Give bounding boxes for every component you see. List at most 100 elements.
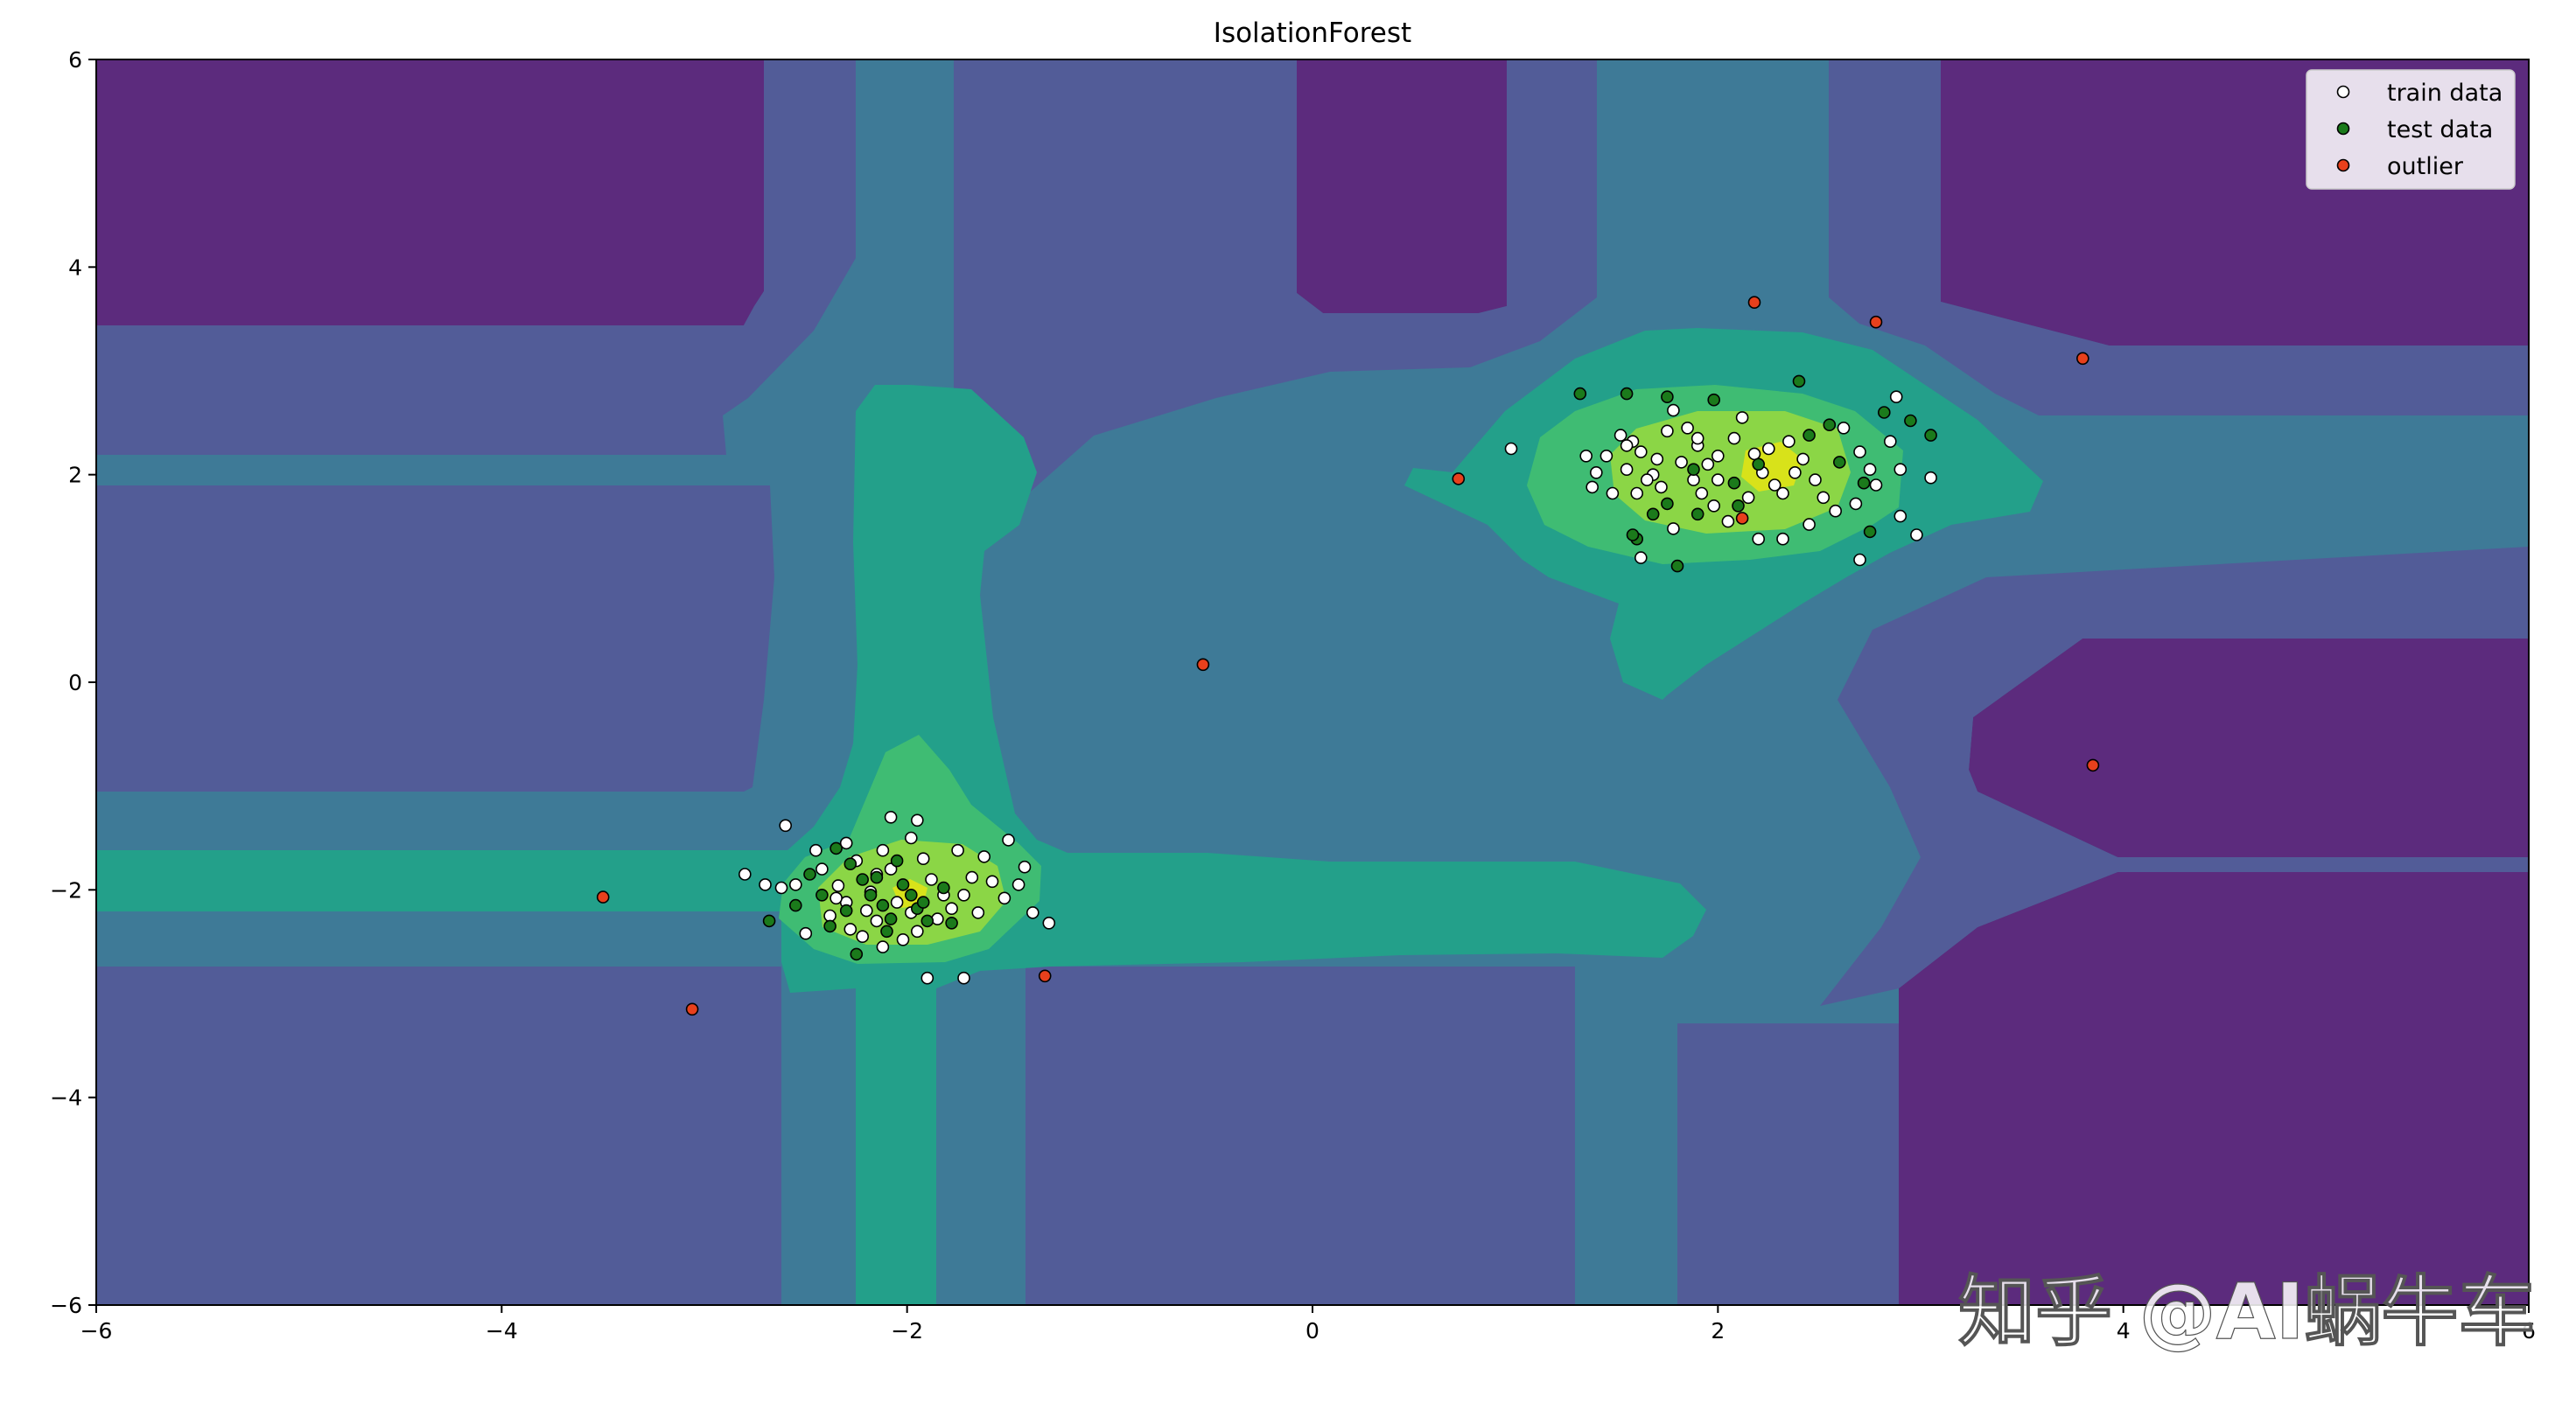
point-test-data-22 [880, 925, 893, 939]
point-train-data-17 [945, 902, 958, 915]
point-train-data-12 [911, 813, 924, 827]
point-train-data-70 [1721, 514, 1735, 528]
point-train-data-44 [870, 914, 884, 928]
point-test-data-23 [1573, 387, 1587, 401]
point-train-data-93 [1910, 528, 1923, 541]
point-train-data-90 [1884, 435, 1897, 449]
point-train-data-56 [1634, 445, 1648, 458]
point-train-data-32 [998, 891, 1012, 905]
point-outlier-7 [2076, 352, 2090, 366]
point-train-data-66 [1675, 456, 1688, 469]
point-train-data-94 [1924, 471, 1937, 485]
point-test-data-17 [850, 947, 864, 961]
point-train-data-79 [1796, 452, 1810, 466]
point-train-data-84 [1782, 435, 1796, 449]
point-test-data-27 [1792, 374, 1806, 388]
point-test-data-15 [788, 898, 802, 912]
point-train-data-0 [779, 819, 793, 833]
point-train-data-43 [788, 878, 802, 891]
y-tick-label-6: 6 [68, 47, 82, 73]
point-test-data-1 [844, 857, 858, 871]
point-train-data-13 [905, 831, 918, 845]
point-outlier-0 [596, 890, 610, 904]
point-test-data-2 [856, 873, 870, 886]
x-tick-label-4: 2 [1711, 1318, 1725, 1344]
point-train-data-80 [1809, 473, 1822, 486]
point-train-data-49 [1504, 442, 1518, 456]
point-train-data-1 [809, 843, 822, 857]
point-train-data-97 [1776, 532, 1789, 546]
point-train-data-28 [965, 870, 979, 884]
point-test-data-24 [1620, 387, 1634, 401]
point-train-data-5 [823, 909, 836, 923]
point-train-data-6 [844, 923, 858, 936]
point-train-data-34 [1002, 834, 1015, 847]
point-train-data-81 [1816, 491, 1830, 505]
point-test-data-31 [1924, 429, 1937, 442]
legend: train data test data outlier [2306, 69, 2516, 190]
point-train-data-69 [1707, 499, 1720, 513]
point-test-data-4 [876, 898, 890, 912]
point-train-data-20 [896, 933, 910, 946]
point-train-data-10 [876, 843, 890, 857]
point-train-data-7 [859, 904, 873, 918]
point-train-data-59 [1630, 486, 1643, 500]
contour-level-2 [96, 59, 2529, 1305]
point-train-data-99 [1667, 522, 1680, 535]
point-train-data-30 [951, 843, 964, 857]
point-test-data-36 [1687, 463, 1700, 477]
point-train-data-98 [1853, 553, 1866, 567]
point-train-data-77 [1776, 486, 1789, 500]
point-train-data-37 [1042, 917, 1056, 930]
watermark: 知乎 @AI蜗牛车 [1958, 1267, 2536, 1357]
point-test-data-20 [839, 904, 853, 918]
point-train-data-108 [1641, 473, 1654, 486]
point-train-data-106 [1620, 439, 1634, 452]
x-axis: −6 −4 −2 0 2 4 6 [80, 1305, 2536, 1344]
point-train-data-107 [1701, 457, 1715, 471]
legend-box [2306, 69, 2516, 190]
point-test-data-38 [1646, 507, 1660, 521]
y-tick-label-5: 4 [68, 255, 82, 280]
point-train-data-105 [1655, 480, 1668, 494]
point-train-data-46 [971, 906, 985, 919]
point-test-data-12 [823, 919, 836, 933]
point-train-data-38 [920, 971, 934, 985]
point-train-data-61 [1650, 452, 1664, 466]
point-test-data-41 [1670, 559, 1684, 573]
legend-label-outlier: outlier [2387, 153, 2464, 180]
point-test-data-25 [1661, 390, 1674, 404]
legend-marker-outlier [2336, 158, 2350, 172]
point-test-data-43 [1732, 499, 1745, 513]
point-train-data-54 [1614, 429, 1628, 442]
point-test-data-8 [905, 888, 918, 902]
x-tick-label-6: 6 [2522, 1318, 2536, 1344]
point-test-data-37 [1661, 497, 1674, 511]
x-tick-label-1: −4 [486, 1318, 518, 1344]
point-train-data-64 [1681, 421, 1694, 435]
point-test-data-3 [864, 888, 878, 902]
point-train-data-104 [1762, 442, 1775, 456]
contour-level-low [96, 59, 2529, 1305]
y-tick-label-0: −6 [50, 1293, 82, 1318]
point-train-data-15 [925, 873, 938, 886]
series-train-data [738, 390, 1937, 985]
point-train-data-48 [830, 891, 843, 905]
point-train-data-63 [1667, 403, 1680, 417]
point-train-data-50 [1579, 449, 1592, 463]
point-train-data-52 [1586, 480, 1599, 494]
point-train-data-103 [1712, 473, 1725, 486]
point-test-data-35 [1727, 476, 1741, 490]
point-test-data-10 [920, 914, 934, 928]
point-train-data-35 [1018, 860, 1032, 874]
point-train-data-41 [759, 878, 772, 891]
point-train-data-29 [977, 850, 990, 863]
point-train-data-78 [1788, 465, 1802, 479]
point-train-data-42 [774, 881, 788, 895]
point-test-data-45 [1863, 525, 1877, 539]
legend-label-test-data: test data [2387, 116, 2493, 143]
point-train-data-58 [1606, 486, 1620, 500]
point-test-data-5 [884, 912, 898, 925]
point-train-data-74 [1747, 447, 1761, 461]
point-train-data-21 [876, 940, 890, 953]
